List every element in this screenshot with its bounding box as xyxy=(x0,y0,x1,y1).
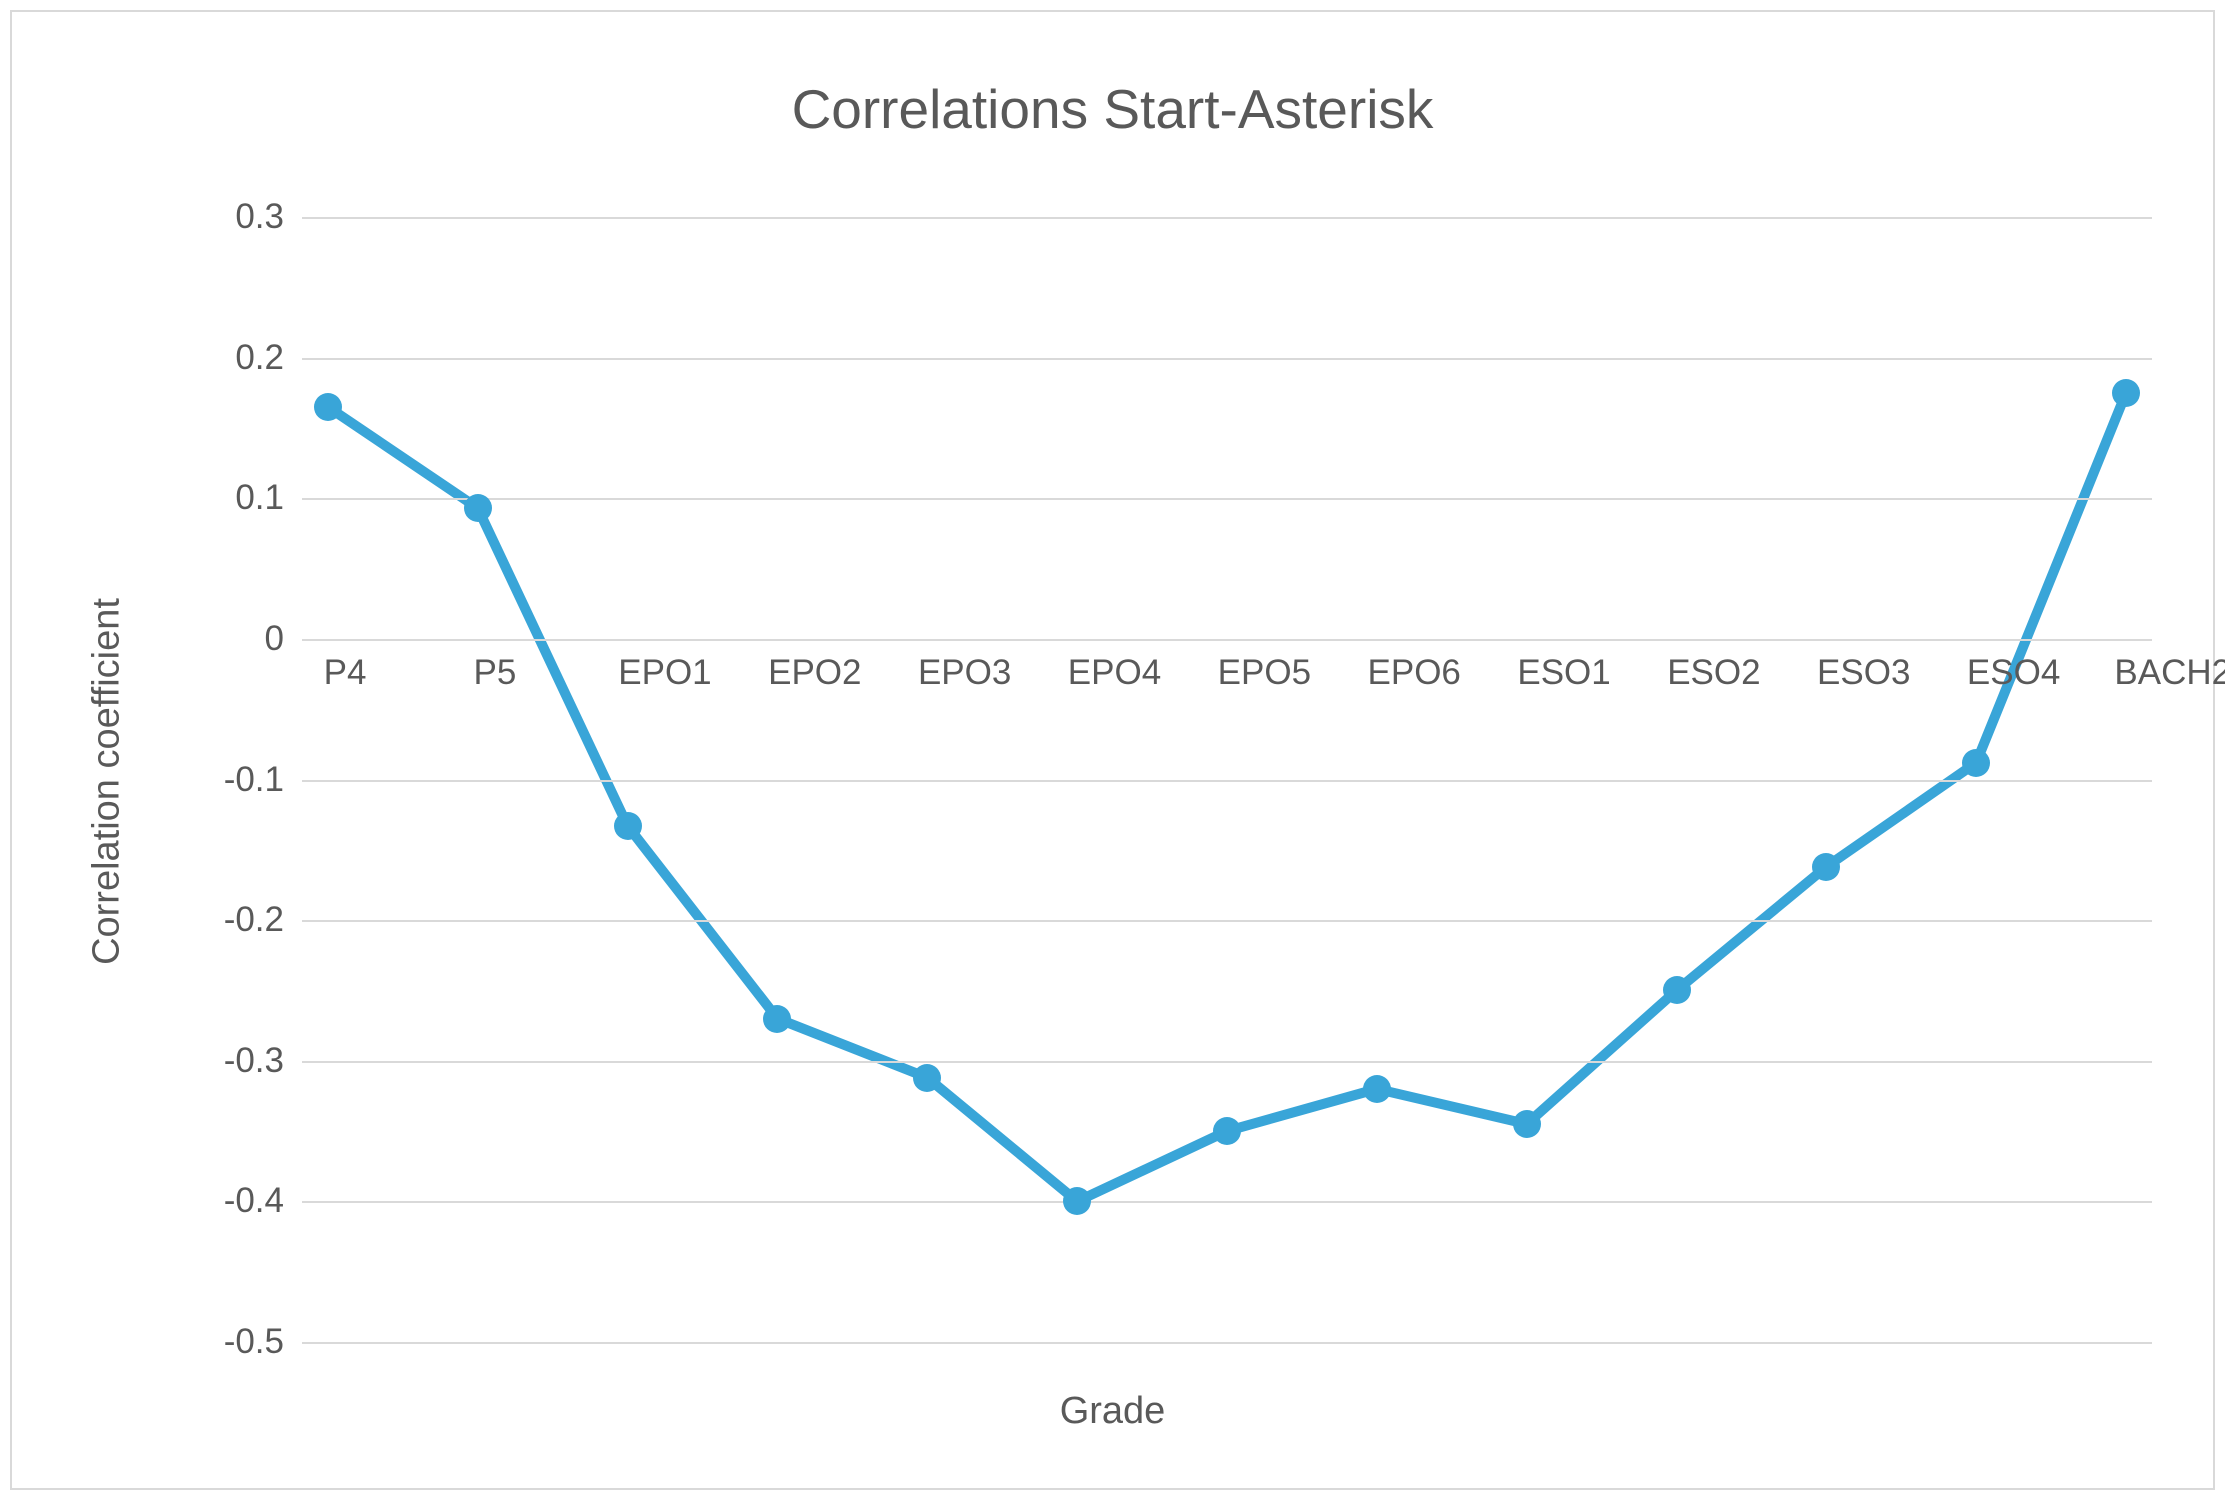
y-tick-label: 0.1 xyxy=(235,478,302,518)
series-line xyxy=(328,393,2126,1202)
plot-area: 0.30.20.10-0.1-0.2-0.3-0.4-0.5P4P5EPO1EP… xyxy=(302,217,2152,1342)
y-tick-label: -0.5 xyxy=(224,1322,302,1362)
data-marker xyxy=(1213,1117,1241,1145)
data-marker xyxy=(1663,976,1691,1004)
gridline xyxy=(302,1342,2152,1344)
chart-container: Correlations Start-Asterisk Correlation … xyxy=(0,0,2225,1500)
x-axis-title: Grade xyxy=(12,1390,2213,1433)
gridline xyxy=(302,498,2152,500)
y-tick-label: 0.3 xyxy=(235,197,302,237)
y-tick-label: -0.3 xyxy=(224,1041,302,1081)
gridline xyxy=(302,1061,2152,1063)
data-marker xyxy=(2112,379,2140,407)
x-tick-label: EPO4 xyxy=(1068,653,1161,693)
x-tick-label: ESO4 xyxy=(1967,653,2060,693)
gridline xyxy=(302,1201,2152,1203)
data-marker xyxy=(1962,749,1990,777)
x-tick-label: ESO3 xyxy=(1817,653,1910,693)
chart-title: Correlations Start-Asterisk xyxy=(12,77,2213,141)
x-tick-label: ESO1 xyxy=(1517,653,1610,693)
data-marker xyxy=(1363,1075,1391,1103)
x-tick-label: ESO2 xyxy=(1667,653,1760,693)
x-tick-label: P5 xyxy=(473,653,516,693)
data-marker xyxy=(763,1005,791,1033)
gridline xyxy=(302,780,2152,782)
x-tick-label: BACH2 xyxy=(2114,653,2225,693)
data-marker xyxy=(913,1064,941,1092)
y-tick-label: -0.2 xyxy=(224,900,302,940)
gridline xyxy=(302,358,2152,360)
data-marker xyxy=(1063,1187,1091,1215)
chart-frame: Correlations Start-Asterisk Correlation … xyxy=(10,10,2215,1490)
x-tick-label: P4 xyxy=(324,653,367,693)
gridline xyxy=(302,639,2152,641)
y-tick-label: -0.1 xyxy=(224,760,302,800)
data-marker xyxy=(1513,1110,1541,1138)
gridline xyxy=(302,217,2152,219)
y-tick-label: 0 xyxy=(265,619,302,659)
x-tick-label: EPO2 xyxy=(768,653,861,693)
x-tick-label: EPO5 xyxy=(1218,653,1311,693)
gridline xyxy=(302,920,2152,922)
x-tick-label: EPO3 xyxy=(918,653,1011,693)
x-tick-label: EPO6 xyxy=(1368,653,1461,693)
y-tick-label: 0.2 xyxy=(235,338,302,378)
x-tick-label: EPO1 xyxy=(618,653,711,693)
y-tick-label: -0.4 xyxy=(224,1181,302,1221)
data-marker xyxy=(614,812,642,840)
y-axis-title: Correlation coefficient xyxy=(86,581,129,981)
data-marker xyxy=(464,494,492,522)
data-marker xyxy=(1812,853,1840,881)
data-marker xyxy=(314,393,342,421)
